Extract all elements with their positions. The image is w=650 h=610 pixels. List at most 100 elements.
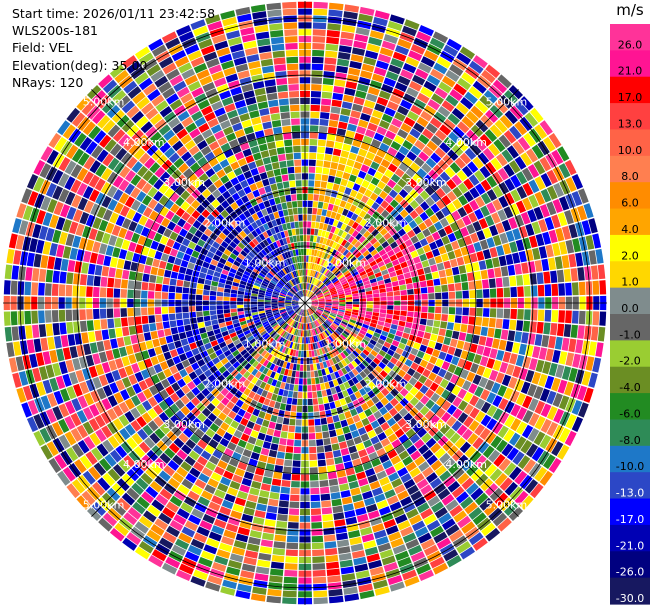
velocity-gate — [491, 421, 504, 435]
velocity-gate — [501, 443, 514, 457]
velocity-gate — [420, 312, 428, 319]
velocity-gate — [275, 423, 283, 431]
velocity-gate — [227, 365, 236, 374]
velocity-gate — [358, 477, 369, 487]
velocity-gate — [359, 246, 367, 254]
velocity-gate — [307, 200, 313, 208]
velocity-gate — [324, 308, 331, 312]
velocity-gate — [258, 310, 265, 314]
velocity-gate — [414, 401, 425, 411]
velocity-gate — [316, 319, 322, 326]
velocity-gate — [369, 404, 379, 414]
velocity-gate — [64, 431, 77, 446]
velocity-gate — [355, 264, 363, 271]
velocity-gate — [519, 495, 534, 510]
velocity-gate — [311, 298, 318, 302]
velocity-gate — [418, 375, 428, 384]
velocity-gate — [231, 315, 239, 321]
velocity-gate — [327, 203, 334, 211]
velocity-gate — [364, 173, 374, 183]
velocity-gate — [290, 356, 295, 364]
velocity-gate — [340, 566, 355, 575]
velocity-gate — [142, 170, 154, 182]
velocity-gate — [247, 365, 255, 374]
velocity-gate — [355, 420, 364, 430]
velocity-gate — [360, 526, 373, 536]
velocity-gate — [185, 365, 194, 375]
velocity-gate — [469, 343, 478, 354]
velocity-gate — [243, 427, 253, 436]
velocity-gate — [154, 518, 169, 531]
velocity-gate — [149, 462, 162, 475]
velocity-gate — [469, 450, 482, 463]
velocity-gate — [243, 210, 251, 219]
velocity-gate — [79, 381, 90, 395]
velocity-gate — [448, 462, 461, 475]
velocity-gate — [323, 331, 328, 338]
velocity-gate — [124, 411, 136, 423]
velocity-gate — [77, 395, 88, 409]
velocity-gate — [400, 496, 413, 507]
velocity-gate — [340, 278, 347, 284]
velocity-gate — [202, 378, 211, 387]
velocity-gate — [264, 214, 271, 223]
velocity-gate — [282, 339, 288, 346]
velocity-gate — [350, 285, 357, 290]
velocity-gate — [584, 325, 592, 340]
velocity-gate — [423, 514, 437, 526]
velocity-gate — [503, 462, 517, 476]
velocity-gate — [234, 372, 243, 381]
velocity-gate — [489, 124, 503, 138]
velocity-gate — [271, 554, 285, 563]
velocity-gate — [367, 390, 376, 399]
velocity-gate — [45, 323, 54, 337]
velocity-gate — [213, 227, 222, 236]
velocity-gate — [363, 230, 371, 239]
velocity-gate — [102, 153, 115, 167]
velocity-gate — [173, 489, 187, 502]
velocity-gate — [576, 205, 588, 221]
velocity-gate — [535, 359, 545, 373]
velocity-gate — [324, 295, 331, 299]
velocity-gate — [297, 308, 302, 314]
velocity-gate — [276, 264, 282, 271]
velocity-gate — [76, 495, 91, 510]
velocity-gate — [486, 202, 497, 214]
velocity-gate — [86, 309, 93, 320]
velocity-gate — [418, 569, 435, 582]
velocity-gate — [180, 405, 191, 416]
velocity-gate — [158, 537, 174, 550]
velocity-gate — [220, 326, 228, 333]
velocity-gate — [508, 160, 521, 174]
velocity-gate — [256, 243, 264, 251]
velocity-gate — [232, 122, 243, 132]
velocity-gate — [168, 306, 175, 314]
velocity-gate — [293, 335, 297, 343]
velocity-gate — [190, 199, 201, 210]
velocity-gate — [269, 319, 276, 325]
velocity-gate — [313, 287, 318, 293]
velocity-gate — [158, 412, 169, 423]
velocity-gate — [371, 264, 379, 271]
velocity-gate — [322, 289, 329, 294]
velocity-gate — [467, 324, 475, 334]
velocity-gate — [19, 340, 29, 355]
velocity-gate — [247, 103, 259, 113]
velocity-gate — [472, 537, 488, 551]
velocity-gate — [498, 458, 511, 472]
velocity-gate — [238, 222, 247, 230]
velocity-gate — [146, 529, 161, 542]
velocity-gate — [363, 497, 376, 507]
velocity-gate — [205, 274, 213, 281]
velocity-gate — [233, 414, 243, 423]
velocity-gate — [165, 556, 181, 569]
velocity-gate — [292, 298, 299, 302]
velocity-gate — [451, 356, 460, 366]
velocity-gate — [389, 254, 398, 262]
velocity-gate — [309, 152, 317, 160]
velocity-gate — [551, 377, 561, 392]
velocity-gate — [245, 285, 253, 291]
velocity-gate — [339, 114, 350, 123]
velocity-gate — [408, 220, 418, 229]
velocity-gate — [190, 56, 205, 68]
